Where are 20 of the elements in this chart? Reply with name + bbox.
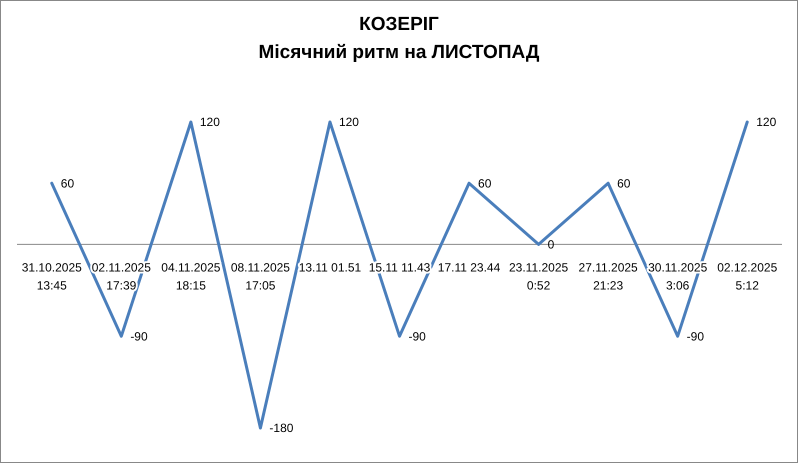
x-tick-label: 23.11.2025 0:52	[509, 260, 568, 292]
data-label: -90	[686, 329, 704, 344]
x-tick-label: 02.12.2025 5:12	[717, 260, 778, 292]
x-tick-label: 04.11.2025 18:15	[161, 260, 221, 292]
data-label: -90	[130, 329, 148, 344]
x-tick-label: 31.10.2025 13:45	[22, 260, 82, 292]
data-label: 120	[756, 115, 777, 130]
data-label: 120	[200, 115, 220, 130]
x-tick-label: 17.11 23.44	[438, 260, 501, 274]
chart-title: КОЗЕРІГ Місячний ритм на ЛИСТОПАД	[258, 14, 540, 63]
x-tick-label: 13.11 01.51	[298, 260, 362, 274]
data-label: 60	[60, 176, 74, 190]
data-label: -90	[408, 329, 426, 344]
x-tick-label: 27.11.2025 21:23	[578, 260, 638, 292]
data-label: 60	[617, 176, 631, 190]
data-label: 120	[338, 115, 360, 130]
x-tick-label: 08.11.2025 17:05	[230, 260, 290, 292]
data-label: 60	[478, 176, 492, 190]
data-label: -180	[269, 421, 294, 436]
data-label: 0	[548, 238, 555, 252]
